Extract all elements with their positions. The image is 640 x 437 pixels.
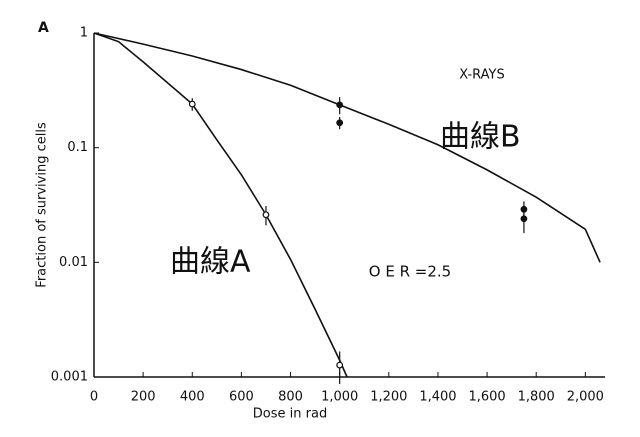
- x-axis-title: Dose in rad: [253, 407, 327, 422]
- annotation: O E R =2.5: [369, 263, 451, 281]
- data-point: [188, 100, 196, 108]
- y-tick-label: 0.1: [67, 140, 88, 155]
- x-tick-label: 800: [278, 390, 303, 405]
- y-tick-label: 1: [80, 26, 88, 41]
- x-tick-label: 400: [180, 390, 205, 405]
- y-axis-title: Fraction of surviving cells: [35, 122, 50, 288]
- curve-label: 曲線B: [440, 120, 521, 155]
- x-tick-label: 1,200: [370, 390, 407, 405]
- data-point: [520, 215, 528, 223]
- x-tick-label: 1,600: [468, 390, 505, 405]
- data-point: [336, 361, 344, 369]
- annotation: X-RAYS: [459, 68, 505, 83]
- x-tick-label: 1,400: [419, 390, 456, 405]
- x-tick-label: 600: [229, 390, 254, 405]
- data-point: [262, 211, 270, 219]
- data-point: [336, 119, 344, 127]
- curve-label: 曲線A: [170, 245, 251, 280]
- x-tick-label: 1,000: [321, 390, 358, 405]
- curve: [93, 32, 601, 263]
- panel-label: A: [38, 20, 49, 36]
- x-tick-label: 2,000: [567, 390, 604, 405]
- x-tick-label: 200: [131, 390, 156, 405]
- curve: [93, 32, 348, 378]
- y-tick-label: 0.01: [59, 255, 88, 270]
- data-point: [336, 101, 344, 109]
- y-tick-label: 0.001: [51, 370, 88, 385]
- x-tick-label: 0: [90, 390, 98, 405]
- x-tick-label: 1,800: [518, 390, 555, 405]
